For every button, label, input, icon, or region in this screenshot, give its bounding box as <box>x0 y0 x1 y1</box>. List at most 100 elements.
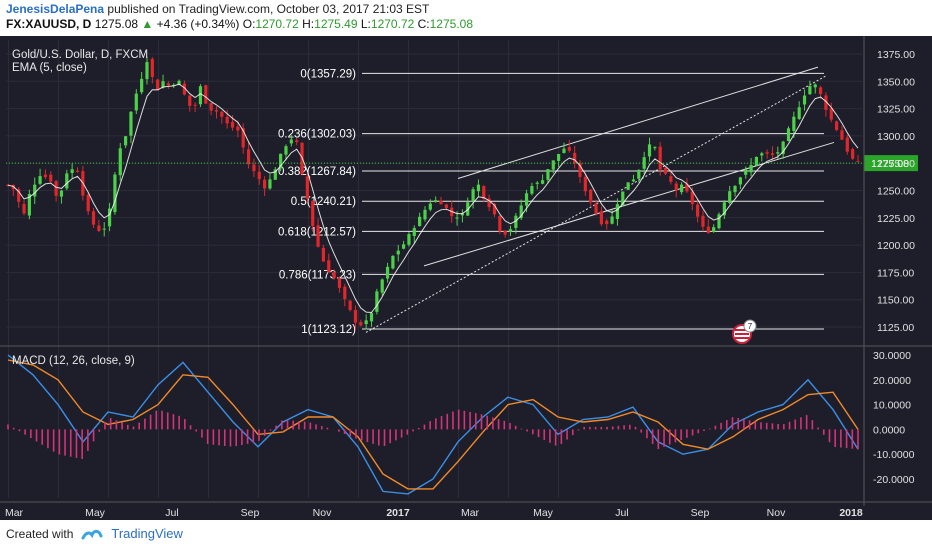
candle-body <box>621 191 625 206</box>
symbol-quote-bar: FX:XAUUSD, D 1275.08 ▲ +4.36 (+0.34%) O:… <box>6 17 473 31</box>
candle-body <box>792 116 796 131</box>
candle-body <box>257 171 261 180</box>
candle-body <box>605 220 609 225</box>
candle-body <box>434 200 438 203</box>
candle-body <box>284 146 288 155</box>
macd-tick-label: -10.0000 <box>873 449 915 461</box>
candle-body <box>658 146 662 170</box>
candle-body <box>797 107 801 119</box>
candle-body <box>134 93 138 111</box>
candle-body <box>749 165 753 173</box>
candle-body <box>583 176 587 192</box>
last-price: 1275.08 <box>94 17 139 31</box>
time-axis[interactable]: Mar May Jul Sep Nov 2017 Mar May Jul Sep Nov 2018 <box>0 501 932 519</box>
candle-body <box>487 198 491 208</box>
candle-body <box>332 272 336 279</box>
candle-body <box>150 58 154 77</box>
candle-body <box>295 140 299 143</box>
candle-body <box>70 169 74 174</box>
candle-body <box>760 153 764 156</box>
candle-body <box>86 194 90 212</box>
candle-body <box>696 204 700 217</box>
candle-body <box>717 214 721 229</box>
candle-body <box>204 85 208 104</box>
candle-body <box>738 177 742 185</box>
candle-body <box>268 179 272 189</box>
flag-stripe <box>735 333 749 335</box>
candle-body <box>524 193 529 206</box>
candle-body <box>59 190 64 197</box>
candle-body <box>236 126 240 131</box>
candle-body <box>856 161 860 163</box>
candle-body <box>327 260 331 273</box>
candle-body <box>498 216 502 232</box>
tradingview-logo-icon[interactable] <box>81 527 103 541</box>
last-price-tag-label: 1275.08 <box>871 158 909 170</box>
candle-body <box>401 244 406 249</box>
candle-body <box>193 104 197 106</box>
candle-body <box>166 83 170 86</box>
flag-stripe <box>735 329 749 331</box>
tradingview-brand[interactable]: TradingView <box>111 526 183 541</box>
ema-indicator-label[interactable]: EMA (5, close) <box>12 62 87 74</box>
price-tick-label: 1325.00 <box>877 104 915 116</box>
candle-body <box>273 169 277 180</box>
candle-body <box>519 205 523 219</box>
candle-body <box>851 149 855 159</box>
author-name[interactable]: JenesisDelaPena <box>6 2 105 16</box>
macd-tick-label: 0.0000 <box>873 424 905 436</box>
candle-body <box>91 211 96 225</box>
macd-tick-label: -20.0000 <box>873 474 915 486</box>
candle-body <box>835 121 839 130</box>
candle-body <box>391 255 395 269</box>
candle-body <box>343 286 347 300</box>
high-value: 1275.49 <box>314 17 358 31</box>
candle-body <box>102 228 106 230</box>
candle-body <box>161 81 165 88</box>
event-count-badge <box>743 319 757 333</box>
event-badge[interactable]: 7 <box>732 319 757 344</box>
candle-body <box>508 229 513 232</box>
candle-body <box>712 227 716 232</box>
price-axis[interactable]: 1125.00 1150.00 1175.00 1200.00 1225.00 1250.… <box>863 36 915 506</box>
candle-body <box>145 62 149 80</box>
candle-body <box>829 108 833 120</box>
candle-body <box>97 225 101 231</box>
candle-body <box>546 169 550 180</box>
fib-level-label: 0.236(1302.03) <box>278 129 356 141</box>
candle-body <box>540 180 545 184</box>
candle-body <box>840 130 844 140</box>
candle-body <box>214 110 219 112</box>
candle-body <box>316 225 320 247</box>
candle-body <box>49 174 53 182</box>
candle-body <box>733 185 737 193</box>
candle-body <box>54 181 58 196</box>
price-tick-label: 1275.00 <box>877 158 915 170</box>
candle-body <box>246 149 251 165</box>
candle-body <box>375 291 379 312</box>
candle-body <box>353 310 358 323</box>
candle-body <box>460 213 465 216</box>
candle-body <box>824 95 828 110</box>
symbol-label: FX:XAUUSD, D <box>6 17 92 31</box>
candle-body <box>407 234 411 245</box>
close-label: C: <box>417 17 430 31</box>
publication-info: JenesisDelaPena published on TradingView… <box>6 2 429 16</box>
chart-background <box>0 36 932 520</box>
candle-body <box>364 320 368 325</box>
candle-body <box>439 200 443 205</box>
time-tick-label: May <box>85 507 106 519</box>
low-label: L: <box>360 17 371 31</box>
candle-body <box>728 191 732 203</box>
candle-body <box>551 160 555 170</box>
macd-indicator-label[interactable]: MACD (12, 26, close, 9) <box>12 355 135 367</box>
fib-level-label: 0.5(1240.21) <box>291 196 356 208</box>
candle-body <box>225 116 229 124</box>
chart-area[interactable]: 0(1357.29) 0.236(1302.03) 0.382(1267.84) 0.… <box>0 36 932 520</box>
candle-body <box>471 189 475 202</box>
candle-body <box>252 164 256 172</box>
candle-body <box>802 95 807 105</box>
candle-body <box>535 182 539 184</box>
candle-body <box>845 137 849 152</box>
candle-body <box>140 78 144 93</box>
